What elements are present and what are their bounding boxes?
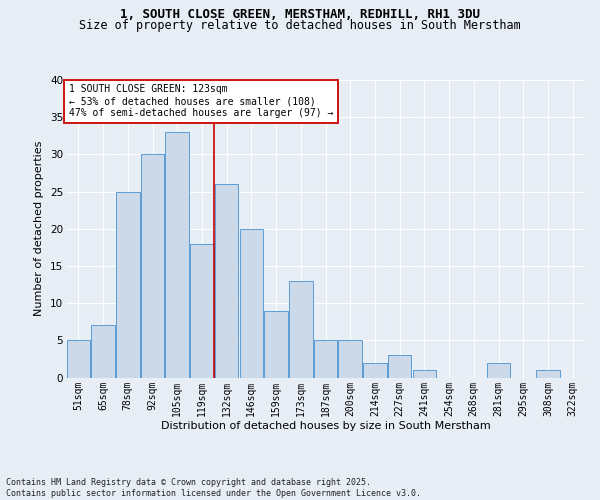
Text: Contains HM Land Registry data © Crown copyright and database right 2025.
Contai: Contains HM Land Registry data © Crown c… — [6, 478, 421, 498]
Bar — [215, 184, 238, 378]
Bar — [67, 340, 90, 378]
Y-axis label: Number of detached properties: Number of detached properties — [34, 141, 44, 316]
Bar — [338, 340, 362, 378]
Bar — [166, 132, 189, 378]
Text: Size of property relative to detached houses in South Merstham: Size of property relative to detached ho… — [79, 19, 521, 32]
Bar — [91, 326, 115, 378]
Bar — [363, 362, 386, 378]
Bar — [413, 370, 436, 378]
Bar — [265, 310, 288, 378]
Bar — [536, 370, 560, 378]
Bar — [314, 340, 337, 378]
Bar — [289, 281, 313, 378]
Bar — [190, 244, 214, 378]
Bar — [239, 229, 263, 378]
Bar — [116, 192, 140, 378]
Text: 1, SOUTH CLOSE GREEN, MERSTHAM, REDHILL, RH1 3DU: 1, SOUTH CLOSE GREEN, MERSTHAM, REDHILL,… — [120, 8, 480, 20]
Bar — [487, 362, 510, 378]
Bar — [388, 355, 412, 378]
Text: 1 SOUTH CLOSE GREEN: 123sqm
← 53% of detached houses are smaller (108)
47% of se: 1 SOUTH CLOSE GREEN: 123sqm ← 53% of det… — [68, 84, 333, 117]
Bar — [141, 154, 164, 378]
X-axis label: Distribution of detached houses by size in South Merstham: Distribution of detached houses by size … — [161, 421, 490, 431]
